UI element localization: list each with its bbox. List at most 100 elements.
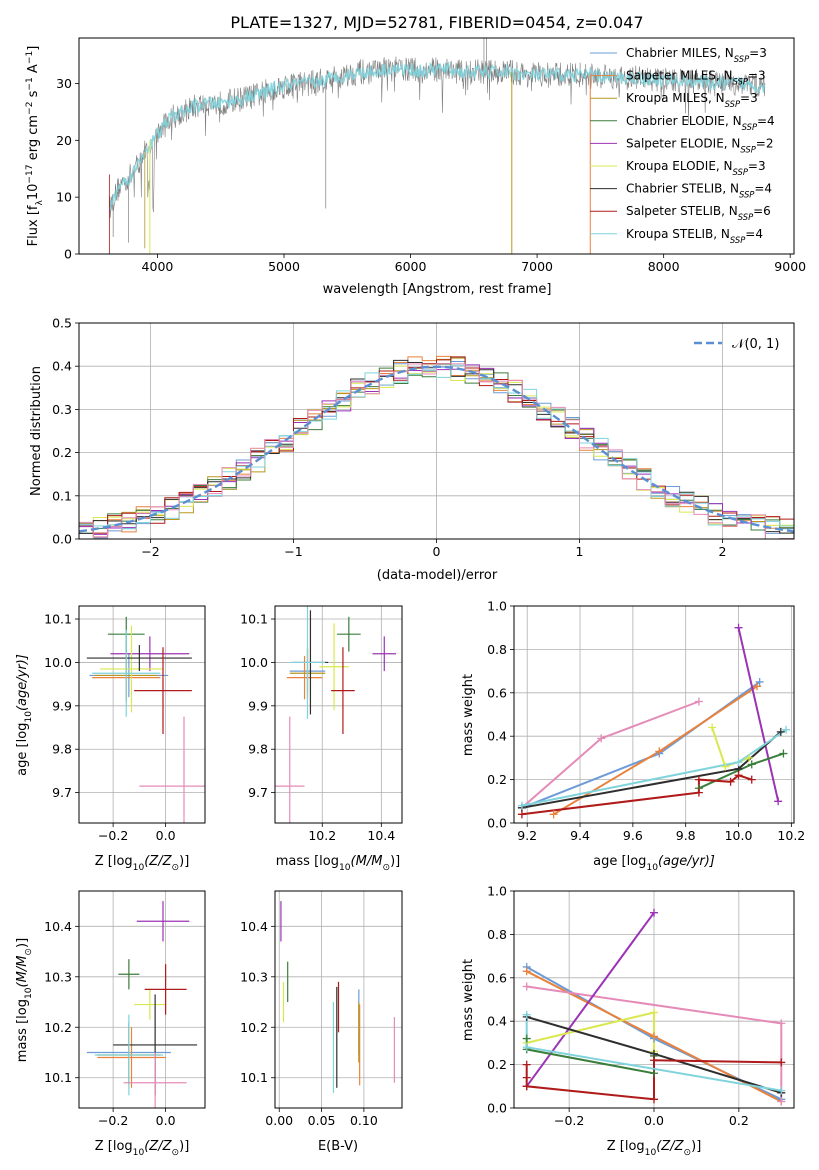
x-tick-label: 6000 [395,259,427,274]
marker-ce [650,1069,658,1078]
legend-label-ke: Kroupa ELODIE, NSSP=3 [626,159,766,177]
spectrum-xlabel: wavelength [Angstrom, rest frame] [323,282,552,297]
legend-label-cs: Chabrier STELIB, NSSP=4 [626,182,772,200]
y-tick-label: 0.1 [52,488,72,503]
y-tick-label: 0.6 [487,970,507,985]
residuals-ylabel: Normed distribution [29,366,44,496]
legend-label-cm: Chabrier MILES, NSSP=3 [626,46,767,64]
marker-ce [522,1034,531,1043]
observed-spectrum [109,56,766,219]
x-tick-label: 10.2 [777,828,805,843]
marker-ke [745,753,754,762]
x-tick-label: 0.0 [644,1113,664,1128]
marker-sm [522,967,531,976]
marker-ss [777,1058,786,1067]
marker-cm2 [694,697,703,706]
marker-ss [734,771,743,780]
x-tick-label: −1 [284,544,302,559]
spectrum-axes-plot-area [108,38,766,254]
residuals-axes-plot-area [79,355,794,539]
marker-ke [721,762,730,771]
age-vs-Z-axes: −0.2 0.0 9.7 9.8 9.9 10.0 10.1 [44,605,206,843]
x-tick-label: 0.10 [350,1113,378,1128]
marker-ks [517,801,526,810]
y-tick-label: 0.0 [52,532,72,547]
legend-label-km: Kroupa MILES, NSSP=3 [626,91,758,109]
age-vs-mass-axes-plot-area [275,606,397,823]
weight-vs-age-axes-frame [513,605,795,824]
mass-vs-Z-axes-frame [78,890,206,1109]
age-vs-Z-axes-frame [78,605,206,824]
marker-sm [650,1032,658,1041]
legend-label-ss: Salpeter STELIB, NSSP=6 [626,204,771,222]
marker-se [734,623,743,632]
series-sm [553,685,758,816]
y-tick-label: 0.2 [487,1057,507,1072]
y-tick-label: 9.8 [248,742,268,757]
series-ss [525,1059,782,1101]
mass-vs-Z-axes: −0.2 0.0 10.1 10.2 10.3 10.4 [44,890,206,1128]
series-se [525,912,655,1087]
spectrum-axes-frame [78,37,795,255]
age-vs-Z-ylabel: age [log10(age/yr)] [15,654,34,776]
mass-vs-ebv-axes: 0.00 0.05 0.10 10.1 10.2 10.3 10.4 [240,890,403,1128]
marker-cm [755,677,764,686]
marker-ss [650,1095,658,1104]
x-tick-label: −0.2 [554,1113,584,1128]
weight-vs-Z-xlabel: Z [log10(Z/Z⊙)] [607,1139,702,1158]
y-tick-label: 0.2 [487,772,507,787]
mass-vs-Z-ylabel: mass [log10(M/M⊙)] [15,938,34,1062]
marker-cm2 [597,734,606,743]
histogram-ss [79,356,794,534]
marker-cs [776,727,785,736]
y-tick-label: 10.3 [44,969,72,984]
spectrum-ylabel: Flux [fλ10−17 erg cm−2 s−1 A−1] [25,46,45,247]
y-tick-label: 10.2 [44,1020,72,1035]
marker-ks [522,1010,531,1019]
marker-ks [782,725,791,734]
x-tick-label: 0.0 [156,1113,176,1128]
y-tick-label: 10.1 [44,1070,72,1085]
marker-ks [734,758,743,767]
y-tick-label: 10.3 [240,969,268,984]
y-tick-label: 0.4 [487,1014,507,1029]
spectrum-legend: Chabrier MILES, NSSP=3 Salpeter MILES, NS… [590,46,775,245]
y-tick-label: 0.4 [52,359,72,374]
normal-curve [79,365,794,533]
y-tick-label: 0.6 [487,685,507,700]
marker-ss [747,775,756,784]
marker-se [774,797,783,806]
x-tick-label: 0.0 [156,828,176,843]
y-tick-label: 1.0 [487,884,507,899]
y-tick-label: 0.4 [487,729,507,744]
y-tick-label: 0.0 [487,1101,507,1116]
spectrum-axes: 4000 5000 6000 7000 8000 9000 0 10 20 30 [56,37,806,274]
x-tick-label: 1 [576,544,584,559]
marker-cm2 [777,1097,786,1106]
marker-ss [694,775,703,784]
y-tick-label: 9.7 [248,785,268,800]
age-vs-mass-axes-frame [274,605,403,824]
y-tick-label: 9.9 [52,698,72,713]
marker-cm2 [777,1019,786,1028]
mass-vs-ebv-axes-frame [274,890,403,1109]
x-tick-label: 10.4 [367,828,395,843]
marker-ss [522,1082,531,1091]
weight-vs-age-axes: 9.2 9.4 9.6 9.8 10.0 10.2 0.0 0.2 0.4 0.6 0.8 1.0 [487,599,805,844]
marker-ks [522,1043,531,1052]
weight-vs-Z-axes-frame [513,890,795,1109]
series-ke [711,727,750,768]
series-se [737,627,780,802]
y-tick-label: 10.1 [240,1070,268,1085]
weight-vs-age-xlabel: age [log10(age/yr)] [593,854,715,873]
marker-cm2 [522,982,531,991]
marker-ss [522,1060,531,1069]
series-cm [521,681,761,809]
y-tick-label: 10.1 [44,612,72,627]
legend-label-normal: 𝒩(0, 1) [732,337,779,352]
y-tick-label: 9.8 [52,742,72,757]
mass-vs-ebv-axes-plot-area [280,901,395,1093]
legend-label-ce: Chabrier ELODIE, NSSP=4 [626,114,775,132]
y-tick-label: 10.1 [240,612,268,627]
x-tick-label: 4000 [142,259,174,274]
